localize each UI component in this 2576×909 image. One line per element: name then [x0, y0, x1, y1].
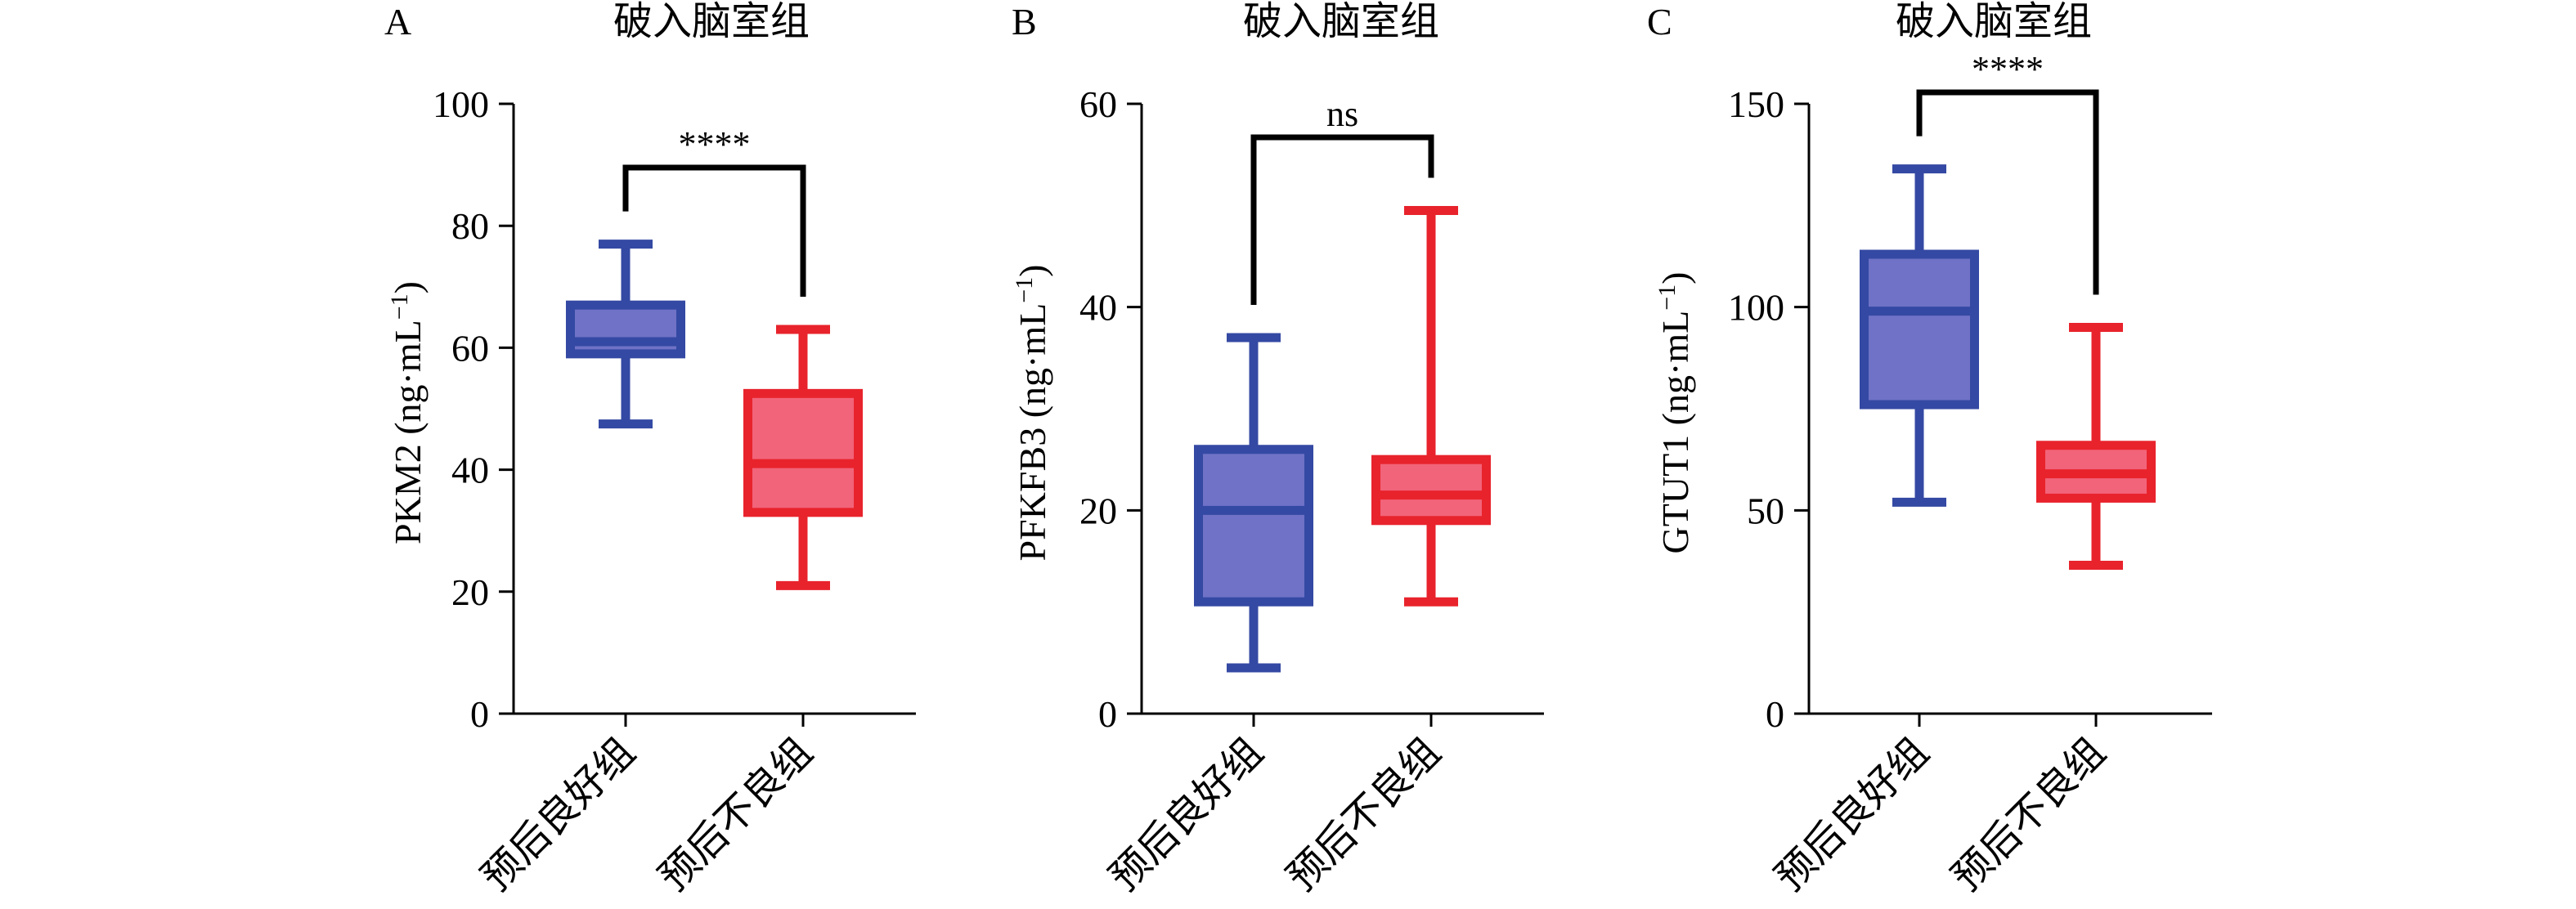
- y-axis-label-a-close: ): [387, 281, 429, 293]
- panel-title-c: 破入脑室组: [1896, 0, 2092, 43]
- y-tick-label-a-0: 0: [470, 693, 489, 735]
- panel-letter-c: C: [1647, 1, 1672, 43]
- category-label-a-1: 预后良好组: [474, 730, 644, 899]
- y-axis-label-b-main: PFKFB3 (ng·mL: [1012, 303, 1053, 562]
- category-label-b-1: 预后良好组: [1102, 730, 1272, 899]
- panel-c: C 破入脑室组 GTUT1 (ng·mL−1) 0 50 100 150 预后良好组 预后…: [1647, 0, 2212, 899]
- y-tick-label-c-2: 100: [1728, 287, 1784, 329]
- y-tick-label-c-1: 50: [1747, 490, 1784, 531]
- category-label-a-2: 预后不良组: [652, 730, 821, 899]
- significance-bracket-b: [1250, 134, 1434, 305]
- y-axis-label-c-close: ): [1654, 272, 1696, 284]
- y-tick-label-c-3: 150: [1728, 83, 1784, 125]
- panel-a: A 破入脑室组 PKM2 (ng·mL−1) 0 20 40 60 80 100 预后良好组…: [384, 0, 916, 899]
- significance-label-c: ****: [1972, 49, 2044, 89]
- box-body-b-1: [1194, 445, 1313, 607]
- y-tick-label-b-0: 0: [1098, 693, 1117, 735]
- y-tick-label-c-0: 0: [1766, 693, 1784, 735]
- y-axis-label-c-sup: −1: [1654, 284, 1681, 311]
- significance-label-b: ns: [1326, 94, 1358, 134]
- plot-area-b: 0 20 40 60 预后良好组 预后不良组 ns: [1079, 83, 1544, 899]
- y-axis-label-b-sup: −1: [1011, 277, 1038, 303]
- box-b-2: [1371, 206, 1491, 607]
- y-tick-label-b-1: 20: [1079, 490, 1117, 531]
- y-axis-label-a-sup: −1: [386, 293, 413, 320]
- y-tick-label-a-3: 60: [451, 327, 489, 369]
- y-tick-label-b-2: 40: [1079, 287, 1117, 329]
- box-body-b-2: [1371, 454, 1491, 526]
- box-c-2: [2036, 323, 2156, 570]
- plot-area-c: 0 50 100 150 预后良好组 预后不良组 ****: [1728, 49, 2212, 899]
- box-body-c-1: [1860, 249, 1979, 410]
- y-axis-label-c: GTUT1 (ng·mL−1): [1654, 272, 1696, 554]
- significance-bracket-a: [622, 164, 806, 298]
- box-b-1: [1194, 333, 1313, 673]
- significance-label-a: ****: [679, 124, 751, 164]
- box-a-1: [566, 240, 685, 429]
- y-axis-label-a-main: PKM2 (ng·mL: [387, 320, 429, 544]
- panel-title-a: 破入脑室组: [613, 0, 810, 43]
- y-axis-label-b-close: ): [1012, 265, 1053, 277]
- panel-b: B 破入脑室组 PFKFB3 (ng·mL−1) 0 20 40 60 预后良好组 预后不…: [1011, 0, 1544, 899]
- panel-letter-b: B: [1012, 1, 1037, 43]
- y-tick-label-b-3: 60: [1079, 83, 1117, 125]
- box-body-a-2: [743, 388, 863, 517]
- y-axis-label-a: PKM2 (ng·mL−1): [386, 281, 429, 544]
- category-label-c-2: 预后不良组: [1945, 730, 2114, 899]
- y-tick-label-a-1: 20: [451, 571, 489, 613]
- box-a-2: [743, 325, 863, 590]
- y-axis-label-b: PFKFB3 (ng·mL−1): [1011, 265, 1053, 562]
- y-axis-label-c-main: GTUT1 (ng·mL: [1654, 311, 1696, 554]
- y-tick-label-a-5: 100: [433, 83, 489, 125]
- box-body-a-1: [566, 300, 685, 359]
- y-tick-label-a-4: 80: [451, 205, 489, 247]
- box-c-1: [1860, 164, 1979, 507]
- panel-letter-a: A: [384, 1, 411, 43]
- plot-area-a: 0 20 40 60 80 100 预后良好组 预后不良组 ****: [433, 83, 916, 899]
- category-label-b-2: 预后不良组: [1280, 730, 1449, 899]
- category-label-c-1: 预后良好组: [1768, 730, 1937, 899]
- significance-bracket-c: [1916, 89, 2099, 295]
- panel-title-b: 破入脑室组: [1243, 0, 1439, 43]
- y-tick-label-a-2: 40: [451, 450, 489, 491]
